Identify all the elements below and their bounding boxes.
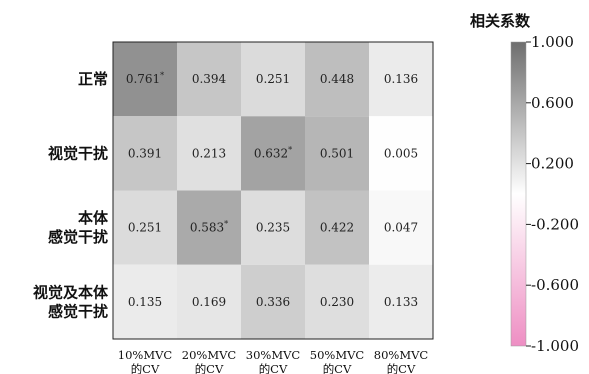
heatmap-cell <box>177 116 241 191</box>
heatmap-cell <box>241 190 305 265</box>
cell-value-label: 0.047 <box>384 221 418 235</box>
cell-value-label: 0.336 <box>256 295 290 309</box>
column-label: 80%MVC 的CV <box>374 348 429 374</box>
column-labels: 10%MVC 的CV 20%MVC 的CV 30%MVC 的CV 50%MVC 的CV 80%M… <box>118 348 429 374</box>
cell-value-label: 0.448 <box>320 72 354 86</box>
column-label: 20%MVC 的CV <box>182 348 237 374</box>
cell-value-label: 0.394 <box>192 72 227 86</box>
cell-value-label: 0.251 <box>256 72 290 86</box>
cell-value-label: 0.583* <box>190 220 228 235</box>
cell-value-label: 0.761* <box>126 71 164 86</box>
row-label: 视觉干扰 <box>48 144 108 162</box>
column-label: 10%MVC 的CV <box>118 348 173 374</box>
cell-value-label: 0.391 <box>128 146 162 160</box>
heatmap-cell <box>305 264 369 339</box>
cell-value-label: 0.422 <box>320 221 354 235</box>
column-label: 30%MVC 的CV <box>246 348 301 374</box>
heatmap-cells: 0.761* 0.394 0.251 0.448 0.136 0.391 0.213 0.63… <box>113 42 433 339</box>
cell-value-label: 0.135 <box>128 295 162 309</box>
heatmap-cell <box>113 264 177 339</box>
heatmap-cell <box>241 42 305 117</box>
row-label: 本体感觉干扰 <box>48 209 109 246</box>
heatmap-frame <box>112 41 434 340</box>
colorbar <box>510 41 527 347</box>
heatmap-cell <box>241 116 305 191</box>
column-label: 50%MVC 的CV <box>310 348 365 374</box>
cell-value-label: 0.632* <box>254 145 292 160</box>
colorbar-tick-label: -0.200 <box>531 215 579 233</box>
cell-value-label: 0.501 <box>320 146 354 160</box>
heatmap-cell <box>369 264 433 339</box>
cell-value-label: 0.005 <box>384 146 418 160</box>
heatmap-cell <box>177 42 241 117</box>
heatmap-cell <box>177 264 241 339</box>
row-label: 正常 <box>78 70 108 88</box>
colorbar-tick-label: 1.000 <box>531 33 574 51</box>
cell-value-label: 0.235 <box>256 221 290 235</box>
colorbar-ticks: 1.000 0.600 0.200 -0.200 -0.600 -1.000 <box>526 33 579 355</box>
colorbar-tick-label: 0.600 <box>531 94 574 112</box>
colorbar-tick-label: -1.000 <box>531 337 579 355</box>
heatmap-cell <box>369 190 433 265</box>
heatmap-cell <box>305 116 369 191</box>
heatmap-cell <box>369 42 433 117</box>
colorbar-tick-label: -0.600 <box>531 276 579 294</box>
row-label: 视觉及本体感觉干扰 <box>33 283 109 320</box>
cell-value-label: 0.136 <box>384 72 418 86</box>
heatmap-cell <box>241 264 305 339</box>
colorbar-tick-label: 0.200 <box>531 155 574 173</box>
cell-value-label: 0.133 <box>384 295 418 309</box>
colorbar-title: 相关系数 <box>470 12 531 30</box>
heatmap-cell <box>369 116 433 191</box>
cell-value-label: 0.169 <box>192 295 226 309</box>
cell-value-label: 0.230 <box>320 295 354 309</box>
cell-value-label: 0.251 <box>128 221 162 235</box>
heatmap-cell <box>113 116 177 191</box>
heatmap-cell <box>177 190 241 265</box>
heatmap-cell <box>113 190 177 265</box>
heatmap-cell <box>305 42 369 117</box>
heatmap-cell <box>113 42 177 117</box>
heatmap-cell <box>305 190 369 265</box>
cell-value-label: 0.213 <box>192 146 226 160</box>
